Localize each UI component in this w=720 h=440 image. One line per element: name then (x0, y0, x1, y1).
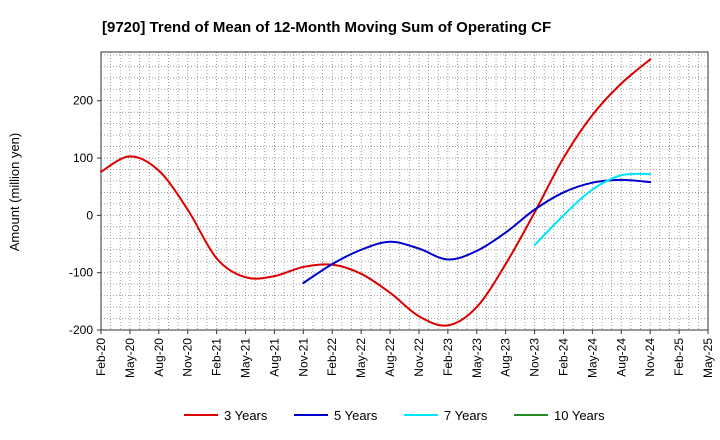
series-line-5-years (302, 178, 652, 284)
x-tick-label: May-21 (239, 338, 253, 378)
plot-background (101, 52, 708, 330)
x-tick-label: Aug-24 (614, 338, 628, 377)
legend-label-3-years: 3 Years (224, 408, 268, 423)
legend-item-7-years: 7 Years (404, 408, 488, 423)
x-tick-label: Feb-23 (441, 338, 455, 376)
x-tick-label: May-24 (585, 338, 599, 378)
legend-label-7-years: 7 Years (444, 408, 488, 423)
x-tick-label: Aug-21 (267, 338, 281, 377)
legend: 3 Years 5 Years 7 Years 10 Years (184, 408, 605, 423)
y-tick-label: -200 (69, 323, 93, 337)
x-tick-label: Aug-22 (383, 338, 397, 377)
y-axis-label: Amount (million yen) (7, 133, 22, 252)
x-tick-label: Feb-24 (556, 338, 570, 376)
legend-item-5-years: 5 Years (294, 408, 378, 423)
y-tick-label: 0 (86, 208, 93, 222)
x-tick-label: Aug-23 (499, 338, 513, 377)
x-tick-label: Nov-23 (528, 338, 542, 377)
y-tick-label: 200 (73, 94, 93, 108)
legend-item-3-years: 3 Years (184, 408, 268, 423)
x-tick-label: Feb-22 (325, 338, 339, 376)
x-tick-label: Nov-22 (412, 338, 426, 377)
x-tick-label: Aug-20 (152, 338, 166, 377)
y-tick-label: 100 (73, 151, 93, 165)
x-tick-label: Feb-21 (210, 338, 224, 376)
x-tick-label: Nov-24 (643, 338, 657, 377)
x-tick-label: Nov-21 (296, 338, 310, 377)
x-tick-label: May-23 (470, 338, 484, 378)
x-tick-label: Feb-20 (94, 338, 108, 376)
plot-area: -200 -100 0 100 200 Feb-20 May-20 Aug-20 Nov-20 F… (69, 51, 715, 378)
series-line-3-years (100, 58, 652, 327)
x-tick-label: May-20 (123, 338, 137, 378)
legend-label-5-years: 5 Years (334, 408, 378, 423)
plot-frame (100, 51, 709, 331)
series-line-7-years (533, 172, 652, 247)
x-tick-label: May-25 (701, 338, 715, 378)
x-tick-label: Feb-25 (672, 338, 686, 376)
chart-title: [9720] Trend of Mean of 12-Month Moving … (102, 19, 551, 36)
y-tick-label: -100 (69, 266, 93, 280)
x-tick-label: May-22 (354, 338, 368, 378)
legend-item-10-years: 10 Years (514, 408, 605, 423)
legend-label-10-years: 10 Years (554, 408, 605, 423)
x-tick-label: Nov-20 (181, 338, 195, 377)
